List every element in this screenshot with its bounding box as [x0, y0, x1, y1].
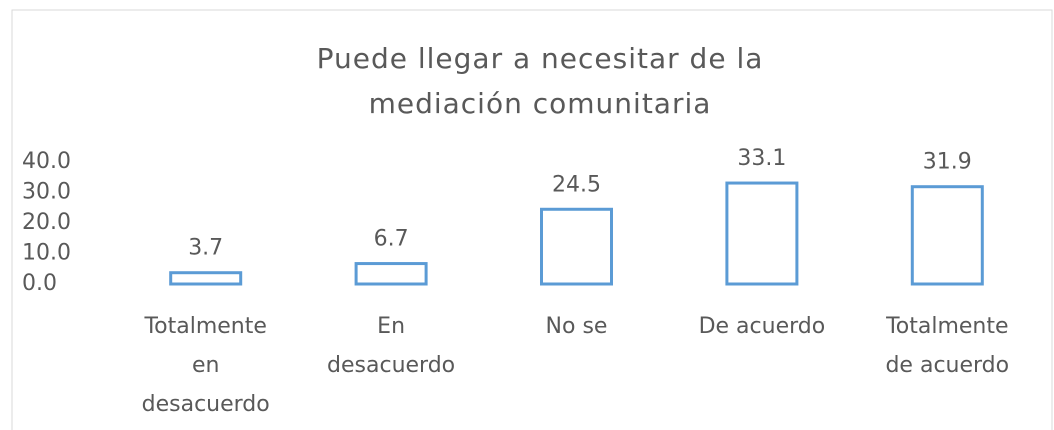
value-label: 6.7	[374, 227, 409, 252]
y-tick-label: 10.0	[22, 241, 71, 266]
y-tick-label: 40.0	[22, 149, 71, 174]
value-label: 31.9	[923, 150, 972, 175]
y-tick-label: 0.0	[22, 271, 57, 296]
bar	[354, 262, 428, 286]
bar	[169, 271, 243, 286]
bar	[910, 185, 984, 286]
x-tick-label: No se	[545, 314, 608, 339]
chart-title: Puede llegar a necesitar de la mediación…	[316, 42, 764, 120]
bar	[725, 181, 799, 286]
chart-border	[11, 9, 1053, 430]
y-tick-label: 20.0	[22, 210, 71, 235]
x-tick-label: Totalmente en desacuerdo	[141, 314, 270, 417]
value-label: 24.5	[552, 172, 601, 197]
value-label: 33.1	[737, 146, 786, 171]
bar	[540, 207, 613, 286]
x-tick-label: Totalmente de acuerdo	[885, 314, 1010, 378]
x-tick-label: En desacuerdo	[327, 314, 456, 378]
value-label: 3.7	[188, 236, 223, 261]
x-tick-label: De acuerdo	[698, 314, 826, 339]
y-tick-label: 30.0	[22, 180, 71, 205]
